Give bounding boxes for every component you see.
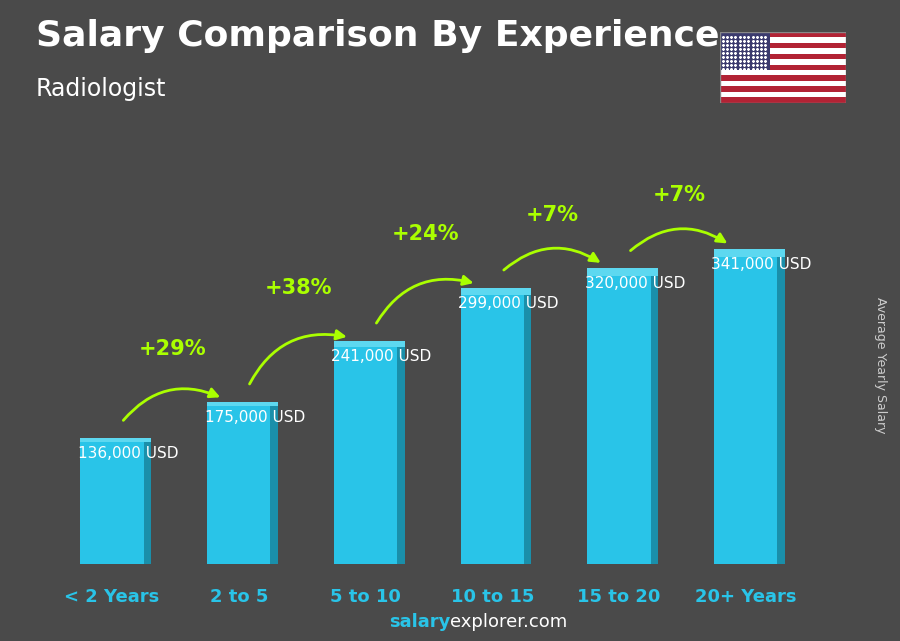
Text: 10 to 15: 10 to 15	[451, 588, 534, 606]
Bar	[720, 37, 846, 43]
Text: 136,000 USD: 136,000 USD	[77, 446, 178, 462]
Text: Salary Comparison By Experience: Salary Comparison By Experience	[36, 19, 719, 53]
Text: salary: salary	[389, 613, 450, 631]
Text: < 2 Years: < 2 Years	[65, 588, 159, 606]
Bar	[720, 87, 846, 92]
Bar	[80, 438, 151, 442]
Bar	[207, 403, 278, 406]
Bar	[720, 81, 846, 87]
Text: explorer.com: explorer.com	[450, 613, 567, 631]
Bar	[720, 59, 846, 65]
Bar	[720, 32, 770, 70]
Bar	[80, 438, 144, 564]
Bar	[714, 249, 778, 564]
Text: 175,000 USD: 175,000 USD	[204, 410, 305, 425]
Bar	[270, 403, 278, 564]
Text: 2 to 5: 2 to 5	[210, 588, 268, 606]
Text: +24%: +24%	[392, 224, 459, 244]
Bar	[714, 249, 785, 257]
Text: 241,000 USD: 241,000 USD	[331, 349, 431, 364]
Bar	[720, 32, 846, 37]
Bar	[720, 70, 846, 76]
Text: 5 to 10: 5 to 10	[330, 588, 400, 606]
Bar	[587, 269, 658, 276]
Bar	[778, 249, 785, 564]
Bar	[587, 269, 651, 564]
Bar	[720, 97, 846, 103]
Bar	[524, 288, 532, 564]
Text: Average Yearly Salary: Average Yearly Salary	[874, 297, 886, 433]
Text: 320,000 USD: 320,000 USD	[585, 276, 685, 291]
Bar	[144, 438, 151, 564]
Text: +7%: +7%	[652, 185, 706, 205]
Bar	[207, 403, 270, 564]
Bar	[461, 288, 532, 295]
Bar	[720, 43, 846, 48]
Text: 20+ Years: 20+ Years	[695, 588, 796, 606]
Bar	[461, 288, 524, 564]
Text: +29%: +29%	[139, 338, 206, 358]
Bar	[720, 92, 846, 97]
Text: +38%: +38%	[266, 278, 333, 297]
Bar	[720, 76, 846, 81]
Bar	[720, 54, 846, 59]
Bar	[720, 48, 846, 54]
Text: Radiologist: Radiologist	[36, 77, 166, 101]
Bar	[651, 269, 658, 564]
Bar	[334, 342, 397, 564]
Text: 341,000 USD: 341,000 USD	[711, 257, 812, 272]
Text: +7%: +7%	[526, 204, 579, 224]
Bar	[397, 342, 405, 564]
Text: 15 to 20: 15 to 20	[577, 588, 661, 606]
Bar	[334, 342, 405, 347]
Bar	[720, 65, 846, 70]
Text: 299,000 USD: 299,000 USD	[458, 296, 559, 311]
